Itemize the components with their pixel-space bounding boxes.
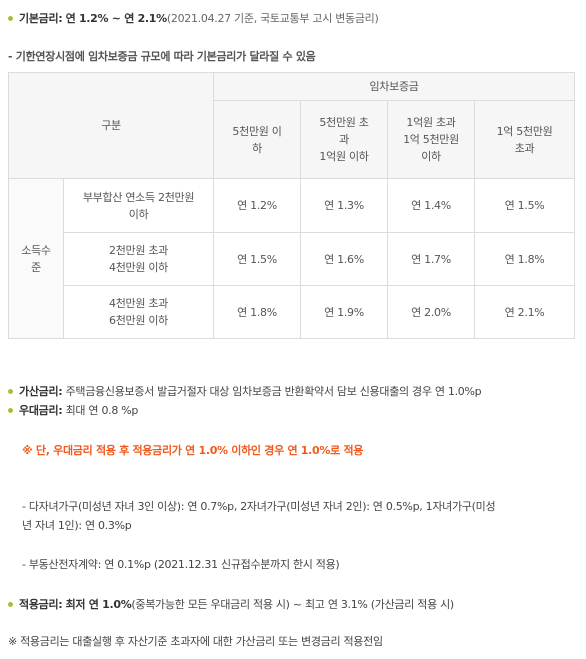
bullet-icon bbox=[8, 408, 13, 413]
base-rate-range: 연 1.2% ~ 연 2.1% bbox=[65, 12, 168, 25]
children-line-2: 년 자녀 1인): 연 0.3%p bbox=[22, 519, 132, 532]
rate-cell: 연 1.3% bbox=[300, 178, 389, 233]
children-line-1: - 다자녀가구(미성년 자녀 3인 이상): 연 0.7%p, 2자녀가구(미성… bbox=[22, 500, 496, 513]
rate-cell: 연 1.8% bbox=[213, 285, 302, 339]
rate-cell: 연 2.1% bbox=[474, 285, 576, 339]
footnote: ※ 적용금리는 대출실행 후 자산기준 초과자에 대한 가산금리 또는 변경금리… bbox=[8, 635, 383, 648]
rate-cell: 연 1.5% bbox=[474, 178, 576, 233]
rate-cell: 연 1.9% bbox=[300, 285, 389, 339]
deposit-col-header: 1억 5천만원 초과 bbox=[474, 100, 576, 179]
deposit-col-header: 5천만원 초 과 1억원 이하 bbox=[300, 100, 389, 179]
income-row-label: 2천만원 초과 4천만원 이하 bbox=[62, 232, 215, 286]
income-header: 소득수 준 bbox=[8, 178, 64, 339]
income-row-label: 4천만원 초과 6천만원 이하 bbox=[62, 285, 215, 339]
deposit-col-header: 1억원 초과 1억 5천만원 이하 bbox=[387, 100, 476, 179]
applied-rate-line: 적용금리: 최저 연 1.0%(중복가능한 모든 우대금리 적용 시) ~ 최고… bbox=[8, 596, 454, 612]
rate-cell: 연 1.5% bbox=[213, 232, 302, 286]
warning-text: ※ 단, 우대금리 적용 후 적용금리가 연 1.0% 이하인 경우 연 1.0… bbox=[22, 444, 364, 457]
applied-rate-text: (중복가능한 모든 우대금리 적용 시) ~ 최고 연 3.1% (가산금리 적… bbox=[131, 598, 454, 611]
rate-cell: 연 2.0% bbox=[387, 285, 476, 339]
bullet-icon bbox=[8, 389, 13, 394]
base-rate-label: 기본금리: bbox=[19, 12, 63, 25]
category-header: 구분 bbox=[7, 72, 215, 179]
rate-cell: 연 1.2% bbox=[213, 178, 302, 233]
deposit-header: 임차보증금 bbox=[213, 72, 576, 101]
section-title: - 기한연장시점에 임차보증금 규모에 따라 기본금리가 달라질 수 있음 bbox=[8, 50, 316, 63]
preferential-line: 우대금리: 최대 연 0.8 %p bbox=[8, 402, 138, 418]
applied-rate-min: 최저 연 1.0% bbox=[65, 598, 132, 611]
bullet-icon bbox=[8, 602, 13, 607]
surcharge-text: 주택금융신용보증서 발급거절자 대상 임차보증금 반환확약서 담보 신용대출의 … bbox=[65, 385, 482, 398]
e-contract-line: - 부동산전자계약: 연 0.1%p (2021.12.31 신규접수분까지 한… bbox=[22, 558, 340, 571]
base-rate-note: (2021.04.27 기준, 국토교통부 고시 변동금리) bbox=[166, 12, 379, 25]
preferential-label: 우대금리: bbox=[19, 404, 63, 417]
base-rate-line: 기본금리: 연 1.2% ~ 연 2.1%(2021.04.27 기준, 국토교… bbox=[8, 10, 379, 26]
bullet-icon bbox=[8, 16, 13, 21]
surcharge-label: 가산금리: bbox=[19, 385, 63, 398]
rate-cell: 연 1.6% bbox=[300, 232, 389, 286]
preferential-text: 최대 연 0.8 %p bbox=[65, 404, 139, 417]
rate-cell: 연 1.8% bbox=[474, 232, 576, 286]
rate-cell: 연 1.7% bbox=[387, 232, 476, 286]
applied-rate-label: 적용금리: bbox=[19, 598, 63, 611]
income-row-label: 부부합산 연소득 2천만원 이하 bbox=[62, 178, 215, 233]
rate-cell: 연 1.4% bbox=[387, 178, 476, 233]
surcharge-line: 가산금리: 주택금융신용보증서 발급거절자 대상 임차보증금 반환확약서 담보 … bbox=[8, 383, 482, 399]
